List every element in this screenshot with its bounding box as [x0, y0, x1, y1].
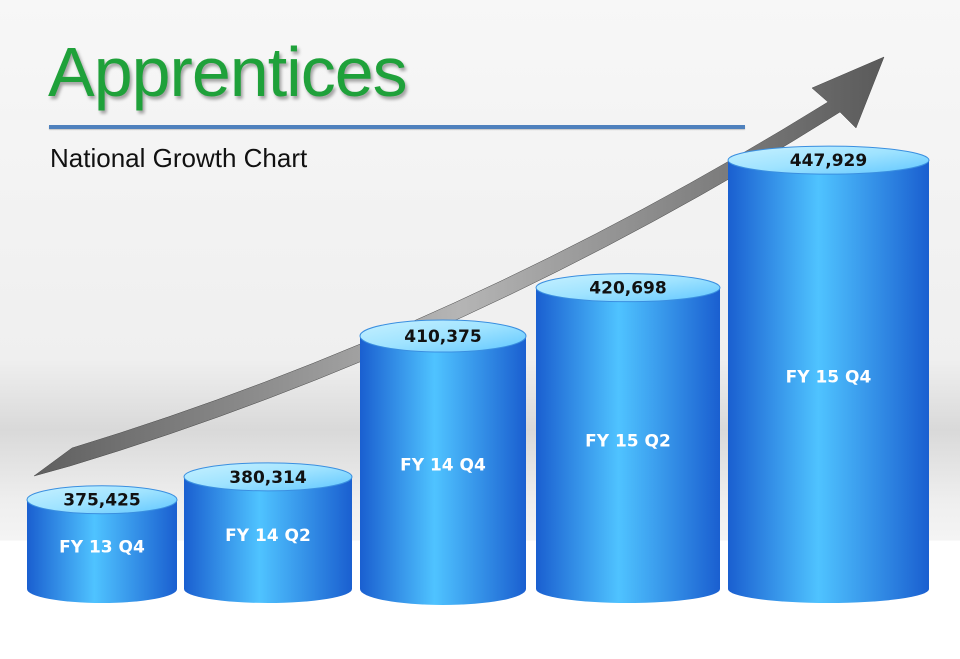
bar-top [727, 145, 930, 175]
bar: 447,929 FY 15 Q4 [727, 145, 930, 603]
page-title: Apprentices [48, 33, 408, 111]
category-label: FY 15 Q4 [786, 368, 872, 388]
bar: 380,314 FY 14 Q2 [183, 462, 353, 603]
bar-top [183, 462, 353, 492]
title-divider [49, 125, 745, 129]
bar-body [360, 336, 526, 605]
category-label: FY 14 Q4 [400, 456, 486, 476]
bar: 410,375 FY 14 Q4 [359, 319, 527, 605]
bar-body [27, 499, 177, 603]
category-label: FY 13 Q4 [59, 537, 145, 557]
page-subtitle: National Growth Chart [50, 143, 308, 173]
bar-top [26, 485, 178, 515]
bar-top [359, 319, 527, 353]
trend-arrow [33, 56, 885, 477]
data-label: 375,425 [63, 491, 140, 511]
data-label: 447,929 [790, 151, 867, 171]
bar-top [535, 273, 721, 303]
category-label: FY 14 Q2 [225, 526, 311, 546]
bars-group: 375,425 FY 13 Q4 380,314 FY 14 Q2 410,375 FY … [26, 145, 930, 605]
data-label: 420,698 [589, 279, 666, 299]
data-label: 410,375 [404, 327, 481, 347]
bar: 420,698 FY 15 Q2 [535, 273, 721, 603]
bar-body [184, 476, 352, 603]
category-label: FY 15 Q2 [585, 431, 671, 451]
bar-body [536, 287, 720, 603]
bar-body [728, 160, 929, 603]
data-label: 380,314 [229, 468, 307, 488]
bar: 375,425 FY 13 Q4 [26, 485, 178, 603]
